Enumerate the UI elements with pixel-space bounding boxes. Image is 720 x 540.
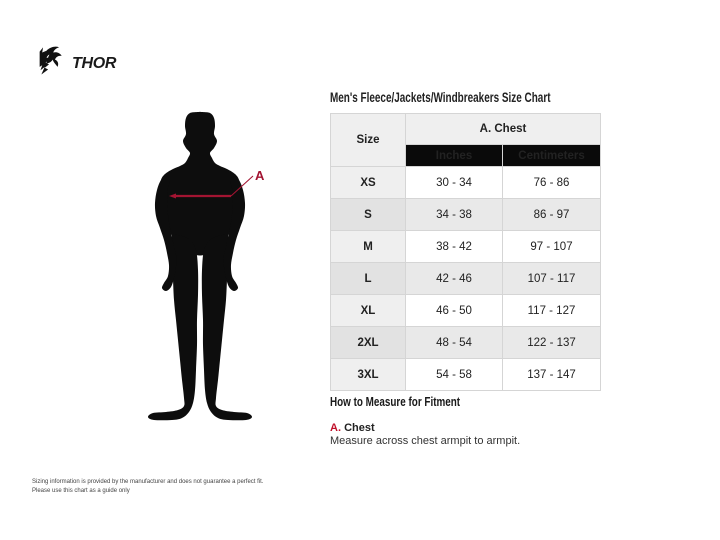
svg-text:A: A bbox=[255, 168, 265, 183]
